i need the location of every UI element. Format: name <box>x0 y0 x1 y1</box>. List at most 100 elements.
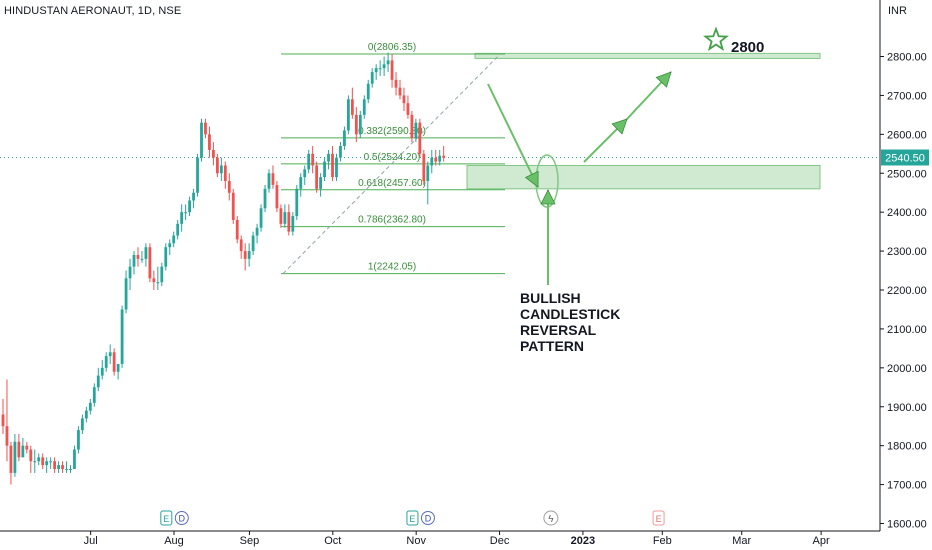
decline-arrow-shaft <box>487 83 539 188</box>
candle-body <box>184 212 188 214</box>
candle-body <box>307 153 311 170</box>
candle-body <box>5 426 9 446</box>
split-marker <box>543 510 559 526</box>
candle-body <box>65 469 68 471</box>
candle-body <box>350 99 354 115</box>
dividend-marker-label: D <box>179 514 186 524</box>
candle-body <box>88 402 92 411</box>
x-tick-label: Sep <box>240 535 260 547</box>
y-tick-label: 2300.00 <box>887 246 927 258</box>
candle-body <box>323 161 326 178</box>
candle-body <box>17 441 21 458</box>
support-zone <box>466 164 821 190</box>
candle-body <box>235 219 239 240</box>
candle-body <box>398 87 402 96</box>
candle-body <box>108 352 112 357</box>
candle-body <box>144 247 148 259</box>
candle-body <box>299 177 303 189</box>
candle-body <box>295 188 299 217</box>
candle-body <box>148 247 152 279</box>
candle-body <box>132 254 136 267</box>
candle-body <box>287 212 291 232</box>
candle-body <box>41 457 45 466</box>
candle-body <box>430 157 434 166</box>
candle-body <box>327 153 330 162</box>
candle-body <box>140 258 144 260</box>
candle-body <box>354 114 358 135</box>
candle-body <box>239 239 243 252</box>
x-tick-label: Aug <box>164 535 184 547</box>
pattern-label-line: CANDLESTICK <box>520 306 620 322</box>
candle-body <box>271 173 275 185</box>
candle-body <box>180 212 184 224</box>
pattern-label-line: PATTERN <box>520 338 584 354</box>
x-tick-label: Jul <box>84 535 98 547</box>
candle-body <box>45 461 49 466</box>
candle-body <box>200 122 203 158</box>
candle-body <box>335 157 338 178</box>
candle-body <box>25 445 29 450</box>
candle-body <box>374 68 378 73</box>
candle-body <box>438 155 442 162</box>
candle-body <box>116 363 120 372</box>
y-tick-label: 2500.00 <box>887 168 927 180</box>
candle-body <box>53 461 57 470</box>
candle-body <box>120 309 124 364</box>
y-tick-label: 2700.00 <box>887 90 927 102</box>
candle-body <box>61 465 64 470</box>
candle-body <box>251 235 255 252</box>
candle-body <box>92 387 96 403</box>
candle-body <box>410 114 414 139</box>
candle-body <box>319 177 322 189</box>
earnings-marker-label: E <box>163 514 169 524</box>
candle-body <box>346 99 350 131</box>
candle-body <box>192 192 195 201</box>
candle-body <box>188 200 191 213</box>
candle-body <box>386 60 390 65</box>
candle-body <box>152 278 156 283</box>
candle-body <box>128 266 132 279</box>
fib-trendline <box>282 53 501 275</box>
candle-body <box>156 282 160 284</box>
candle-body <box>414 122 418 139</box>
candle-body <box>283 212 287 224</box>
candle-body <box>77 430 80 450</box>
candle-body <box>84 410 88 419</box>
candle-body <box>223 165 227 182</box>
candle-body <box>378 68 382 70</box>
candle-body <box>100 367 104 376</box>
split-marker-label: ϟ <box>548 514 554 525</box>
currency-label: INR <box>888 5 907 17</box>
candle-body <box>422 153 426 182</box>
last-price-tag <box>881 149 929 166</box>
dividend-marker-label: D <box>425 514 432 524</box>
y-tick-label: 2400.00 <box>887 207 927 219</box>
candle-body <box>362 99 366 115</box>
earnings-marker <box>160 510 173 526</box>
candle-body <box>275 184 279 209</box>
candle-body <box>96 375 100 388</box>
candle-body <box>311 153 315 166</box>
fib-level-label: 0.382(2590.80) <box>358 126 426 137</box>
dividend-marker <box>420 511 435 525</box>
x-tick-label: Mar <box>732 535 751 547</box>
candle-body <box>434 157 438 162</box>
candle-body <box>29 449 33 462</box>
candle-body <box>263 188 267 209</box>
candle-body <box>208 134 211 150</box>
last-price-tag-label: 2540.50 <box>885 152 925 164</box>
y-tick-label: 2600.00 <box>887 129 927 141</box>
candle-body <box>57 465 60 470</box>
candle-body <box>339 146 342 158</box>
candle-body <box>168 243 172 248</box>
candle-body <box>267 173 271 189</box>
y-tick-label: 1600.00 <box>887 519 927 531</box>
x-tick-label: Dec <box>490 535 510 547</box>
candle-body <box>104 356 108 368</box>
x-tick-label: 2023 <box>571 535 595 547</box>
dividend-marker <box>174 511 189 525</box>
candle-body <box>176 223 180 236</box>
candle-body <box>315 165 319 189</box>
candle-body <box>259 208 263 228</box>
